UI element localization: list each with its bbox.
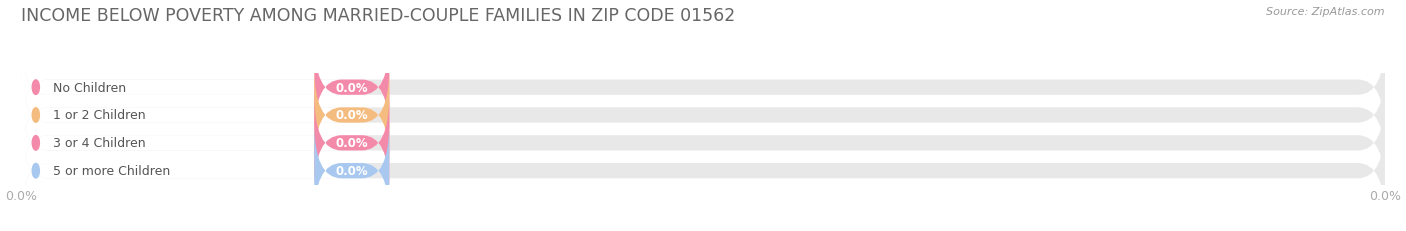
Circle shape xyxy=(32,164,39,178)
Text: No Children: No Children xyxy=(53,81,127,94)
FancyBboxPatch shape xyxy=(315,68,389,163)
FancyBboxPatch shape xyxy=(21,68,1385,163)
Text: 5 or more Children: 5 or more Children xyxy=(53,164,170,177)
FancyBboxPatch shape xyxy=(21,95,389,191)
Circle shape xyxy=(32,81,39,95)
FancyBboxPatch shape xyxy=(21,123,389,219)
FancyBboxPatch shape xyxy=(315,95,389,191)
Circle shape xyxy=(32,108,39,123)
Text: 1 or 2 Children: 1 or 2 Children xyxy=(53,109,146,122)
FancyBboxPatch shape xyxy=(315,123,389,219)
FancyBboxPatch shape xyxy=(21,95,1385,191)
FancyBboxPatch shape xyxy=(21,123,1385,219)
Text: 0.0%: 0.0% xyxy=(336,109,368,122)
Text: 0.0%: 0.0% xyxy=(336,164,368,177)
FancyBboxPatch shape xyxy=(21,40,389,136)
FancyBboxPatch shape xyxy=(21,68,389,163)
Text: 0.0%: 0.0% xyxy=(336,81,368,94)
Text: 0.0%: 0.0% xyxy=(336,137,368,150)
Text: Source: ZipAtlas.com: Source: ZipAtlas.com xyxy=(1267,7,1385,17)
Text: 3 or 4 Children: 3 or 4 Children xyxy=(53,137,146,150)
FancyBboxPatch shape xyxy=(315,40,389,136)
Text: INCOME BELOW POVERTY AMONG MARRIED-COUPLE FAMILIES IN ZIP CODE 01562: INCOME BELOW POVERTY AMONG MARRIED-COUPL… xyxy=(21,7,735,25)
Circle shape xyxy=(32,136,39,150)
FancyBboxPatch shape xyxy=(21,40,1385,136)
